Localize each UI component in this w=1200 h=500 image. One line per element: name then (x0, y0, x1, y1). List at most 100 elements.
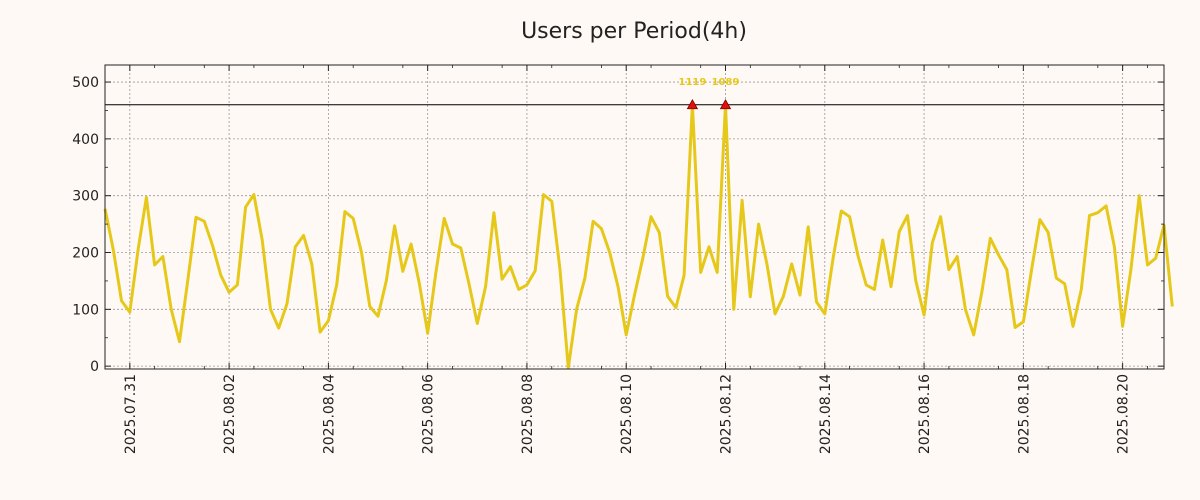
data-point (741, 199, 743, 201)
x-tick-label: 2025.07.31 (123, 374, 139, 454)
peak-marker (686, 98, 699, 110)
data-point (650, 216, 652, 218)
peak-label: 1089 (712, 77, 740, 88)
data-point (989, 237, 991, 239)
x-tick-label: 2025.08.14 (818, 374, 834, 454)
data-point (848, 216, 850, 218)
data-point (733, 308, 735, 310)
data-point (757, 223, 759, 225)
data-point (137, 248, 139, 250)
data-point (997, 254, 999, 256)
data-point (369, 305, 371, 307)
data-point (509, 266, 511, 268)
data-point (377, 315, 379, 317)
data-point (890, 285, 892, 287)
data-point (228, 291, 230, 293)
data-point (906, 214, 908, 216)
data-point (873, 288, 875, 290)
data-point (352, 217, 354, 219)
chart-title: Users per Period(4h) (521, 19, 747, 44)
data-point (931, 242, 933, 244)
x-tick-label: 2025.08.08 (520, 374, 536, 454)
data-point (948, 268, 950, 270)
data-point (178, 341, 180, 343)
data-point (302, 234, 304, 236)
data-point (542, 193, 544, 195)
data-point (666, 295, 668, 297)
data-point (708, 246, 710, 248)
data-point (220, 274, 222, 276)
data-point (1022, 321, 1024, 323)
plot-frame (104, 64, 1165, 370)
data-point (476, 322, 478, 324)
data-point (832, 257, 834, 259)
data-point (617, 285, 619, 287)
y-axis: 0 100 200 300 400 500 (72, 75, 1164, 375)
data-point (211, 244, 213, 246)
data-point (592, 220, 594, 222)
data-point (170, 308, 172, 310)
x-tick-label: 2025.08.18 (1016, 374, 1032, 454)
peak-marker (719, 98, 732, 110)
data-point (683, 274, 685, 276)
data-point (253, 193, 255, 195)
data-point (261, 239, 263, 241)
data-point (153, 264, 155, 266)
data-point (311, 263, 313, 265)
data-point (1006, 268, 1008, 270)
peak-label: 1119 (678, 77, 706, 88)
data-point (600, 227, 602, 229)
data-point (675, 306, 677, 308)
data-point (840, 210, 842, 212)
data-point (625, 334, 627, 336)
y-tick-label: 200 (72, 246, 99, 262)
data-point (1088, 214, 1090, 216)
peak-markers: 1119 1089 (678, 77, 740, 110)
data-point (460, 247, 462, 249)
data-point (790, 263, 792, 265)
data-point (807, 226, 809, 228)
data-point (344, 210, 346, 212)
data-point (145, 196, 147, 198)
data-point (642, 257, 644, 259)
data-point (749, 296, 751, 298)
data-point (782, 295, 784, 297)
data-point (658, 231, 660, 233)
data-point (716, 271, 718, 273)
data-point (1171, 305, 1173, 307)
data-point (468, 283, 470, 285)
data-point (269, 308, 271, 310)
y-tick-label: 300 (72, 189, 99, 205)
data-point (327, 320, 329, 322)
data-point (1138, 194, 1140, 196)
data-point (774, 313, 776, 315)
data-point (493, 212, 495, 214)
data-point (517, 288, 519, 290)
data-point (857, 254, 859, 256)
data-point (244, 206, 246, 208)
data-point (1047, 231, 1049, 233)
x-tick-label: 2025.08.06 (421, 374, 437, 454)
data-point (865, 284, 867, 286)
data-point (402, 270, 404, 272)
data-point (799, 294, 801, 296)
data-point (1080, 288, 1082, 290)
data-point (1113, 246, 1115, 248)
data-point (236, 284, 238, 286)
data-point (451, 243, 453, 245)
data-point (882, 239, 884, 241)
data-point (973, 334, 975, 336)
data-point (1121, 325, 1123, 327)
data-point (923, 314, 925, 316)
data-point (824, 313, 826, 315)
y-tick-label: 500 (72, 75, 99, 91)
x-tick-label: 2025.08.10 (619, 374, 635, 454)
y-tick-label: 100 (72, 302, 99, 318)
data-point (1155, 257, 1157, 259)
data-point (575, 308, 577, 310)
data-point (964, 308, 966, 310)
data-point (187, 280, 189, 282)
data-point (939, 216, 941, 218)
data-point (1030, 268, 1032, 270)
